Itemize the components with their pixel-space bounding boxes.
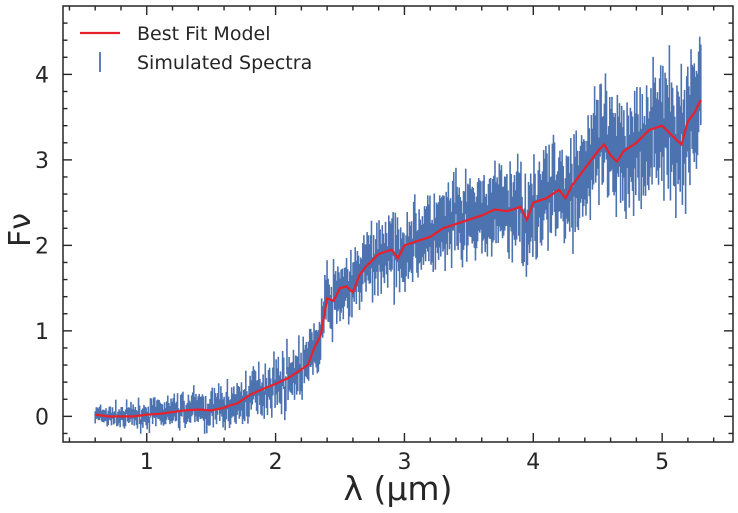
y-tick-label: 2 — [35, 234, 49, 259]
x-tick-label: 2 — [269, 450, 283, 475]
y-tick-label: 4 — [35, 63, 49, 88]
x-tick-label: 3 — [397, 450, 411, 475]
x-tick-label: 4 — [526, 450, 540, 475]
y-axis-label: Fν — [3, 213, 38, 247]
legend-spectra-label: Simulated Spectra — [137, 52, 312, 74]
x-tick-label: 1 — [140, 450, 154, 475]
axis-ticks — [63, 6, 733, 442]
x-tick-labels: 1 2 3 4 5 — [140, 450, 669, 475]
y-tick-label: 1 — [35, 320, 49, 345]
legend-model-label: Best Fit Model — [137, 23, 270, 45]
plot-frame — [62, 5, 734, 443]
simulated-spectra-errorbars — [94, 36, 702, 434]
x-tick-label: 5 — [655, 450, 669, 475]
x-axis-label: λ (μm) — [344, 469, 453, 508]
best-fit-model-line — [95, 99, 702, 418]
y-tick-label: 0 — [35, 405, 49, 430]
legend: Best Fit Model Simulated Spectra — [80, 23, 312, 74]
y-tick-label: 3 — [35, 149, 49, 174]
y-tick-labels: 0 1 2 3 4 — [35, 63, 49, 430]
